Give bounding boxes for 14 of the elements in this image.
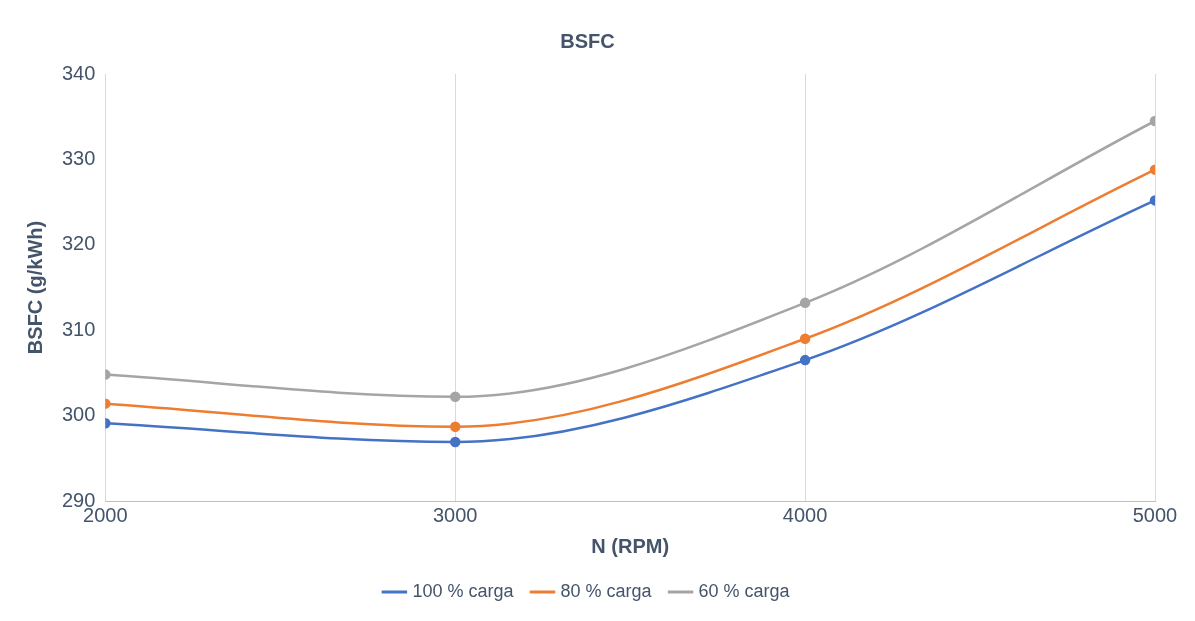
y-tick-label: 310 xyxy=(61,317,96,340)
y-tick-label: 330 xyxy=(61,146,96,169)
y-tick-label: 340 xyxy=(61,61,96,84)
y-tick-label: 300 xyxy=(61,403,96,426)
y-axis-title: BSFC (g/kWh) xyxy=(23,220,46,355)
y-tick-label: 320 xyxy=(61,232,96,255)
x-axis-title: N (RPM) xyxy=(591,534,670,557)
chart-title: BSFC xyxy=(560,29,615,52)
legend-label: 60 % carga xyxy=(698,580,791,601)
x-tick-label: 5000 xyxy=(1132,503,1178,526)
x-tick-label: 3000 xyxy=(433,503,478,526)
legend-label: 80 % carga xyxy=(560,580,653,601)
x-tick-label: 4000 xyxy=(782,503,828,526)
legend-label: 100 % carga xyxy=(412,580,515,601)
